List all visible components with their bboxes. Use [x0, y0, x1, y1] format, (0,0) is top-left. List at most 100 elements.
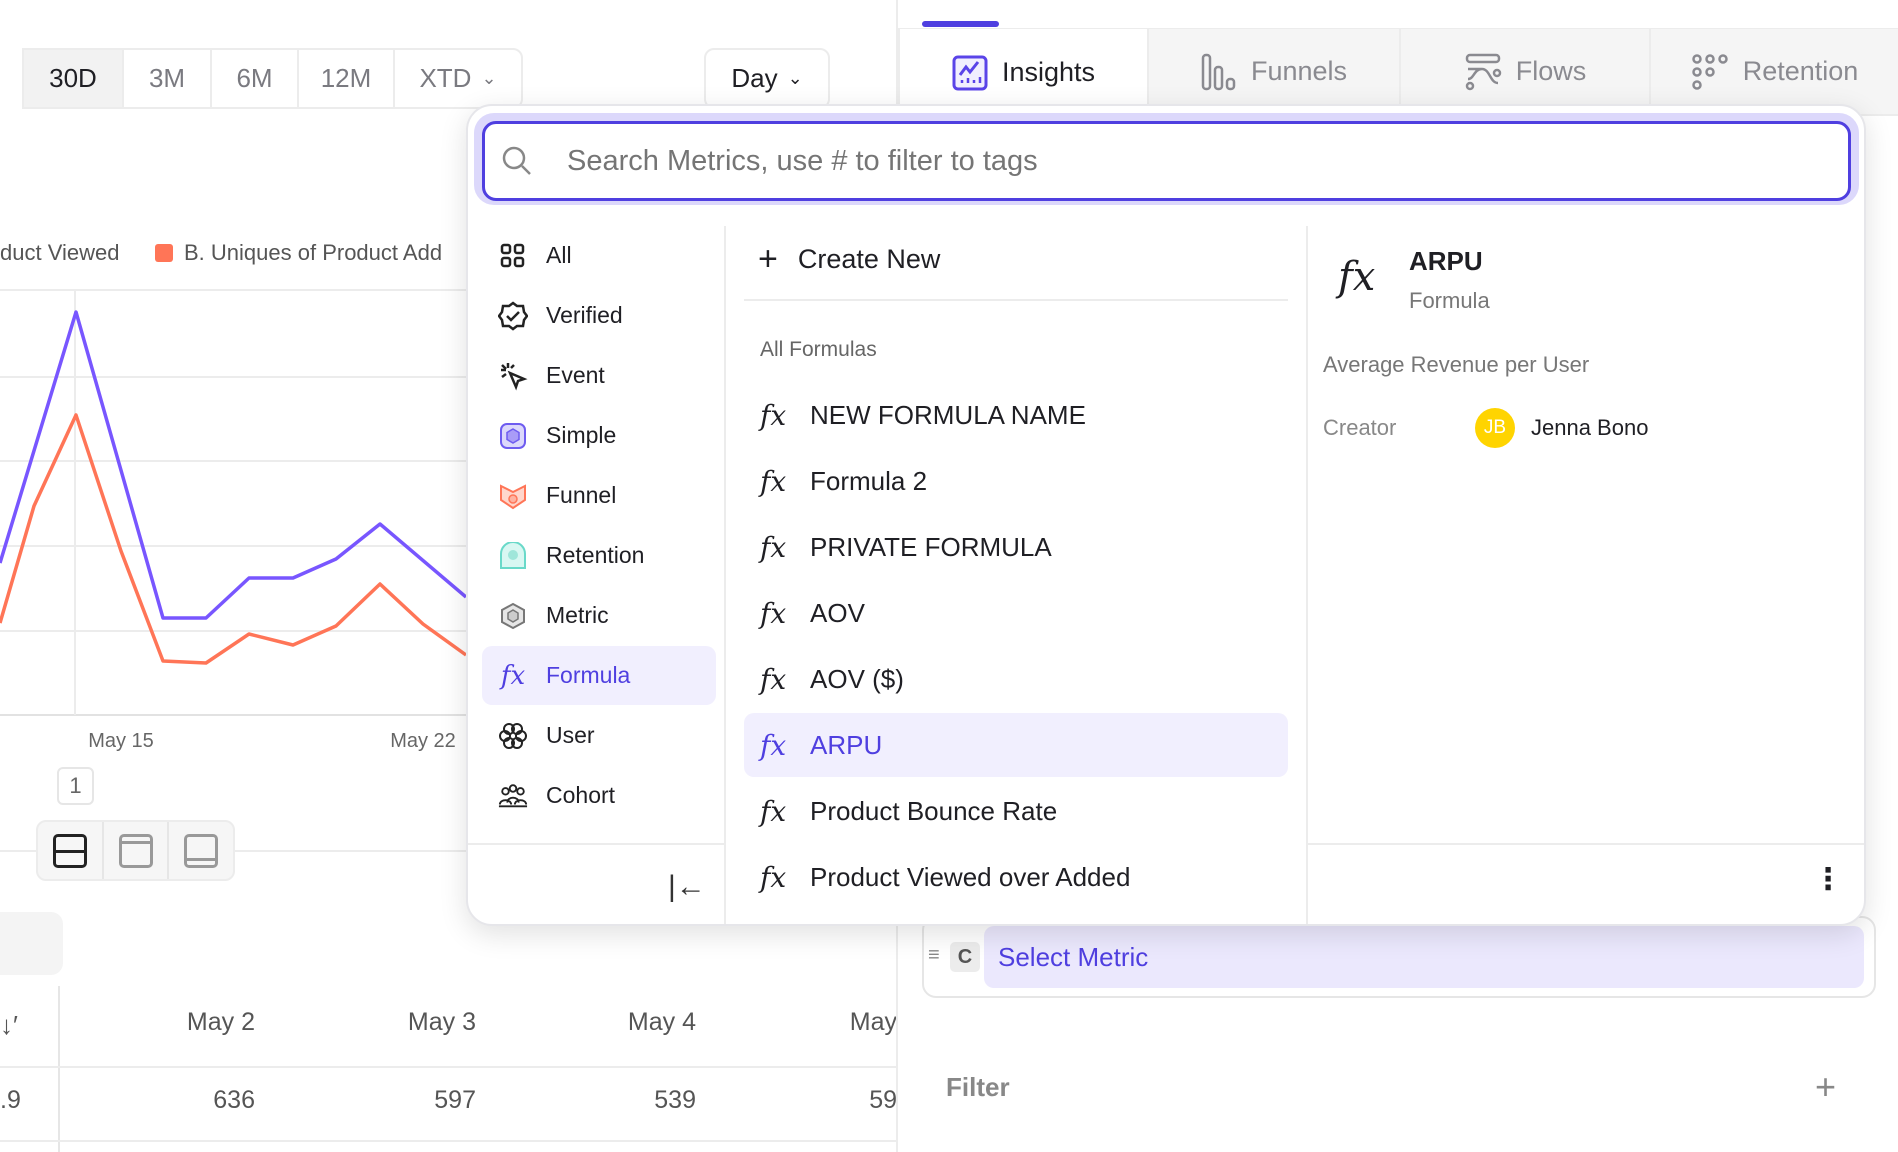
formula-item[interactable]: fx AOV: [744, 581, 1288, 645]
formula-label: PRIVATE FORMULA: [810, 531, 1052, 562]
split-layout-icon: [52, 833, 87, 868]
more-options-icon[interactable]: ⋮: [1813, 863, 1843, 896]
series-b-line: [0, 413, 466, 665]
layout-table-button[interactable]: [169, 822, 233, 879]
table-cell: .9: [0, 1086, 21, 1114]
search-field[interactable]: [482, 121, 1851, 201]
legend-item-a[interactable]: duct Viewed: [0, 240, 120, 265]
nav-item-event[interactable]: Event: [482, 346, 716, 405]
nav-item-funnel[interactable]: Funnel: [482, 466, 716, 525]
verified-badge-icon: [498, 300, 528, 331]
formula-label: ARPU: [810, 729, 883, 760]
formula-label: AOV ($): [810, 663, 904, 694]
divider: [744, 299, 1288, 301]
tab-insights[interactable]: Insights: [898, 29, 1147, 116]
gridline-vertical: [74, 290, 76, 715]
select-metric-button[interactable]: Select Metric: [984, 926, 1864, 988]
chart-only-icon: [118, 833, 153, 868]
time-range-12m[interactable]: 12M: [297, 48, 393, 109]
nav-item-all[interactable]: All: [482, 226, 716, 285]
tab-retention[interactable]: Retention: [1649, 29, 1898, 116]
series-a-line: [0, 310, 466, 620]
table-only-icon: [184, 833, 219, 868]
grid-icon: [498, 241, 528, 271]
fx-icon: fx: [760, 728, 787, 762]
tab-flows[interactable]: Flows: [1399, 29, 1649, 116]
formula-label: NEW FORMULA NAME: [810, 399, 1086, 430]
fx-icon: fx: [760, 398, 787, 432]
tab-label: Retention: [1742, 56, 1859, 86]
nav-item-formula[interactable]: fx Formula: [482, 646, 716, 705]
section-title: All Formulas: [760, 338, 877, 361]
metric-picker-popup: All Verified Event Simple Funnel Retention Met…: [466, 104, 1866, 926]
avatar: JB: [1475, 408, 1515, 448]
cohort-icon: [498, 781, 528, 811]
search-block[interactable]: [0, 912, 63, 975]
layout-chart-button[interactable]: [104, 822, 170, 879]
retention-icon: [498, 541, 528, 571]
search-input[interactable]: [567, 144, 1767, 178]
time-range-3m[interactable]: 3M: [122, 48, 210, 109]
nav-item-label: Cohort: [546, 782, 616, 808]
create-new-button[interactable]: + Create New: [758, 240, 940, 279]
layout-split-button[interactable]: [38, 822, 104, 879]
time-range-6m[interactable]: 6M: [210, 48, 297, 109]
nav-item-label: Funnel: [546, 482, 617, 508]
filter-label: Filter: [946, 1072, 1010, 1102]
nav-item-metric[interactable]: Metric: [482, 586, 716, 645]
tab-funnels[interactable]: Funnels: [1147, 29, 1399, 116]
time-range-30d[interactable]: 30D: [22, 48, 122, 109]
nav-item-cohort[interactable]: Cohort: [482, 766, 716, 825]
nav-item-label: Verified: [546, 302, 623, 328]
nav-item-label: User: [546, 722, 595, 748]
table-header[interactable]: May 3: [407, 1008, 476, 1036]
active-tab-indicator: [922, 21, 999, 27]
formula-item[interactable]: fx Product Viewed over Added: [744, 845, 1288, 909]
plus-icon: +: [758, 240, 778, 278]
table-header[interactable]: May 4: [627, 1008, 696, 1036]
formula-item[interactable]: fx NEW FORMULA NAME: [744, 383, 1288, 447]
line-chart: [0, 310, 466, 665]
divider: [468, 843, 724, 845]
layout-toggle: [36, 820, 235, 881]
nav-item-verified[interactable]: Verified: [482, 286, 716, 345]
hexagon-icon: [498, 601, 528, 631]
nav-item-label: Event: [546, 362, 605, 388]
time-range-xtd[interactable]: XTD ⌄: [393, 48, 523, 109]
interval-label: Day: [731, 63, 778, 93]
tab-label: Flows: [1515, 56, 1587, 86]
detail-type: Formula: [1409, 288, 1490, 313]
fx-icon: fx: [760, 464, 787, 498]
fx-icon: fx: [760, 596, 787, 630]
x-axis: [0, 714, 466, 716]
funnels-icon: [1201, 53, 1236, 90]
nav-item-user[interactable]: User: [482, 706, 716, 765]
nav-item-simple[interactable]: Simple: [482, 406, 716, 465]
nav-item-label: Metric: [546, 602, 609, 628]
x-tick-label: May 22: [390, 730, 456, 752]
collapse-sidebar-icon[interactable]: |←: [668, 870, 706, 903]
row-divider: [0, 1066, 897, 1068]
interval-select[interactable]: Day ⌄: [704, 48, 830, 109]
page-indicator[interactable]: 1: [57, 767, 94, 805]
divider: [1308, 843, 1864, 845]
add-filter-button[interactable]: +: [1815, 1066, 1837, 1107]
insights-icon: [952, 55, 988, 90]
funnel-icon: [498, 481, 528, 511]
drag-handle-icon[interactable]: ≡: [928, 944, 940, 966]
sort-icon[interactable]: ↓′: [0, 1010, 18, 1040]
formula-item[interactable]: fx Product Bounce Rate: [744, 779, 1288, 843]
fx-icon: fx: [500, 660, 526, 691]
formula-item[interactable]: fx PRIVATE FORMULA: [744, 515, 1288, 579]
formula-item[interactable]: fx AOV ($): [744, 647, 1288, 711]
table-header[interactable]: May: [849, 1008, 897, 1036]
chevron-down-icon: ⌄: [787, 68, 803, 88]
detail-description: Average Revenue per User: [1323, 352, 1590, 377]
nav-item-retention[interactable]: Retention: [482, 526, 716, 585]
formula-item[interactable]: fx Formula 2: [744, 449, 1288, 513]
formula-item[interactable]: fx ARPU: [744, 713, 1288, 777]
table-header[interactable]: May 2: [186, 1008, 255, 1036]
row-divider: [0, 1140, 897, 1142]
legend-item-b[interactable]: B. Uniques of Product Add: [184, 240, 443, 265]
metric-letter-badge: C: [950, 942, 980, 972]
